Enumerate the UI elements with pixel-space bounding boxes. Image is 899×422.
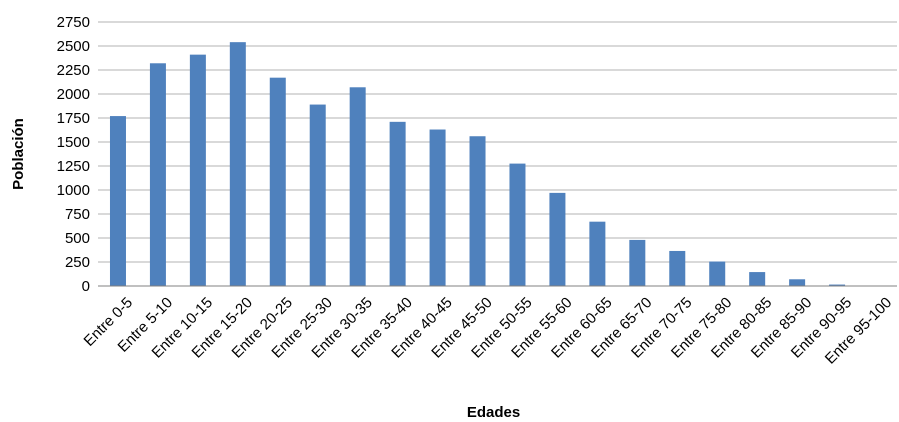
y-tick-label: 250: [65, 254, 90, 271]
bar: [549, 192, 566, 286]
bar: [629, 239, 646, 286]
y-tick-label: 750: [65, 206, 90, 223]
bar: [669, 250, 686, 286]
bar: [749, 272, 766, 286]
bar: [709, 261, 726, 286]
y-tick-label: 1250: [57, 158, 90, 175]
bar: [429, 129, 446, 286]
y-tick-label: 1750: [57, 110, 90, 127]
gridlines: [98, 21, 897, 263]
y-tick-label: 2250: [57, 62, 90, 79]
bar: [589, 221, 606, 286]
y-tick-label: 0: [82, 278, 90, 295]
bar: [309, 104, 326, 286]
x-axis-title: Edades: [467, 404, 520, 421]
bar: [189, 54, 206, 286]
y-tick-labels: 0 250 500 750 1000 1250 1500 1750 2000 2250 2500 27…: [57, 14, 90, 295]
y-tick-label: 500: [65, 230, 90, 247]
y-tick-label: 1500: [57, 134, 90, 151]
bar: [269, 77, 286, 287]
bar: [349, 87, 366, 286]
bar: [149, 63, 166, 286]
bar: [389, 121, 406, 286]
bar: [229, 42, 246, 286]
y-tick-label: 2500: [57, 38, 90, 55]
y-tick-label: 2000: [57, 86, 90, 103]
bar: [829, 284, 846, 286]
bar: [509, 163, 526, 286]
y-axis-title: Población: [10, 118, 27, 190]
bars: [109, 42, 846, 287]
bar: [109, 116, 126, 286]
bar: [469, 136, 486, 286]
y-tick-label: 2750: [57, 14, 90, 31]
y-tick-label: 1000: [57, 182, 90, 199]
bar: [789, 279, 806, 286]
